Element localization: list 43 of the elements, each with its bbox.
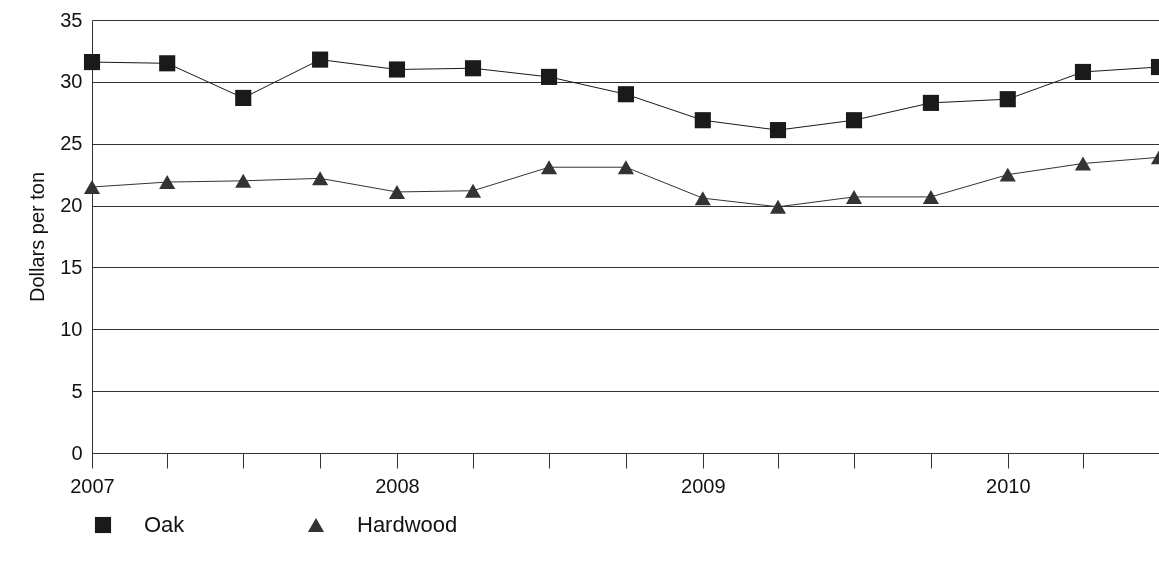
point — [464, 60, 482, 77]
point — [694, 112, 711, 129]
point — [159, 175, 176, 190]
point — [769, 122, 787, 139]
point — [159, 55, 176, 72]
x-tick-label: 2009 — [681, 474, 726, 497]
x-tick-label: 2007 — [70, 474, 115, 497]
point — [999, 91, 1016, 108]
point — [312, 51, 329, 68]
point — [388, 184, 406, 199]
y-tick-label: 15 — [60, 255, 83, 278]
point — [922, 94, 939, 111]
y-tick-label: 10 — [60, 317, 83, 340]
legend-label: Hardwood — [357, 512, 458, 537]
y-tick-label: 20 — [60, 194, 83, 217]
point — [312, 171, 329, 186]
y-tick-label: 30 — [60, 70, 83, 93]
y-tick-label: 35 — [60, 8, 83, 31]
point — [922, 189, 939, 204]
point — [769, 199, 787, 214]
y-tick-label: 25 — [60, 132, 83, 155]
point — [999, 167, 1016, 182]
x-tick-label: 2010 — [986, 474, 1031, 497]
point — [83, 54, 101, 71]
point — [617, 86, 634, 103]
x-tick-label: 2008 — [375, 474, 420, 497]
point — [235, 173, 252, 188]
y-tick-label: 5 — [71, 379, 83, 402]
point — [1074, 156, 1092, 171]
legend-label: Oak — [144, 512, 186, 537]
point — [83, 180, 101, 194]
point — [464, 183, 482, 198]
point — [540, 68, 558, 85]
point — [845, 189, 863, 204]
point — [540, 160, 558, 175]
point — [388, 61, 406, 78]
point — [845, 112, 863, 129]
y-axis-title: Dollars per ton — [26, 171, 49, 303]
y-tick-label: 0 — [71, 441, 83, 464]
point — [1074, 63, 1092, 81]
point — [235, 89, 252, 106]
point — [617, 160, 634, 175]
point — [694, 191, 711, 206]
